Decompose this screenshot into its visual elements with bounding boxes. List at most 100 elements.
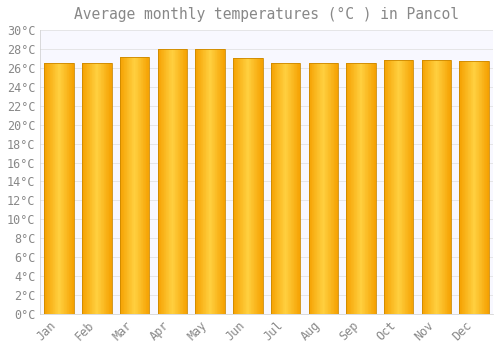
Bar (102, 63, 103, 314)
Bar (330, 63, 332, 314)
Bar (214, 49, 215, 314)
Bar (294, 63, 295, 314)
Bar (332, 63, 333, 314)
Bar (436, 60, 437, 314)
Bar (250, 58, 251, 314)
Bar (480, 61, 481, 314)
Bar (90, 63, 91, 314)
Bar (442, 60, 443, 314)
Bar (279, 63, 280, 314)
Bar (389, 60, 390, 314)
Bar (242, 58, 244, 314)
Bar (428, 60, 429, 314)
Bar (354, 63, 355, 314)
Bar (128, 57, 130, 314)
Bar (166, 49, 167, 314)
Bar (272, 63, 273, 314)
Bar (94, 63, 96, 314)
Bar (286, 63, 287, 314)
Bar (350, 63, 352, 314)
Bar (82, 63, 112, 314)
Bar (326, 63, 327, 314)
Bar (261, 58, 262, 314)
Bar (233, 58, 234, 314)
Bar (179, 49, 180, 314)
Bar (486, 61, 488, 314)
Bar (142, 57, 144, 314)
Bar (385, 60, 386, 314)
Bar (292, 63, 293, 314)
Bar (312, 63, 313, 314)
Bar (444, 60, 446, 314)
Bar (308, 63, 338, 314)
Bar (429, 60, 430, 314)
Bar (58, 63, 59, 314)
Bar (73, 63, 74, 314)
Bar (216, 49, 218, 314)
Bar (273, 63, 274, 314)
Bar (346, 63, 347, 314)
Bar (401, 60, 402, 314)
Bar (211, 49, 212, 314)
Bar (57, 63, 58, 314)
Bar (136, 57, 137, 314)
Bar (396, 60, 398, 314)
Bar (224, 49, 225, 314)
Bar (202, 49, 203, 314)
Bar (220, 49, 221, 314)
Bar (163, 49, 164, 314)
Bar (85, 63, 86, 314)
Bar (387, 60, 388, 314)
Bar (96, 63, 97, 314)
Bar (278, 63, 279, 314)
Bar (126, 57, 128, 314)
Bar (410, 60, 411, 314)
Bar (363, 63, 364, 314)
Bar (440, 60, 441, 314)
Bar (138, 57, 139, 314)
Bar (108, 63, 110, 314)
Bar (173, 49, 174, 314)
Bar (255, 58, 256, 314)
Bar (403, 60, 404, 314)
Bar (356, 63, 358, 314)
Bar (329, 63, 330, 314)
Bar (248, 58, 250, 314)
Bar (359, 63, 360, 314)
Bar (412, 60, 414, 314)
Bar (408, 60, 409, 314)
Bar (174, 49, 176, 314)
Bar (244, 58, 245, 314)
Bar (349, 63, 350, 314)
Bar (134, 57, 136, 314)
Bar (468, 61, 469, 314)
Bar (335, 63, 336, 314)
Bar (207, 49, 208, 314)
Bar (171, 49, 172, 314)
Bar (463, 61, 464, 314)
Bar (298, 63, 299, 314)
Bar (130, 57, 131, 314)
Bar (485, 61, 486, 314)
Bar (205, 49, 206, 314)
Bar (402, 60, 403, 314)
Bar (233, 58, 262, 314)
Bar (158, 49, 187, 314)
Bar (474, 61, 475, 314)
Bar (89, 63, 90, 314)
Bar (259, 58, 260, 314)
Bar (319, 63, 320, 314)
Bar (477, 61, 478, 314)
Bar (443, 60, 444, 314)
Bar (384, 60, 414, 314)
Bar (185, 49, 186, 314)
Bar (433, 60, 434, 314)
Bar (435, 60, 436, 314)
Bar (254, 58, 255, 314)
Bar (256, 58, 258, 314)
Bar (137, 57, 138, 314)
Bar (450, 60, 451, 314)
Bar (441, 60, 442, 314)
Bar (186, 49, 187, 314)
Bar (318, 63, 319, 314)
